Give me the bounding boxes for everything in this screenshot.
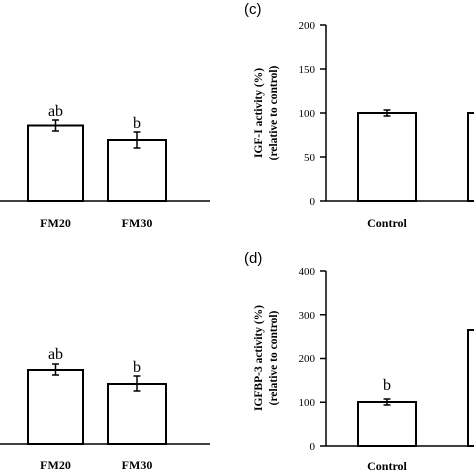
x-tick-label: FM30 bbox=[122, 216, 153, 230]
y-tick-label: 150 bbox=[299, 64, 316, 76]
significance-label: b bbox=[133, 115, 141, 132]
x-tick-label: FM20 bbox=[40, 216, 71, 230]
y-tick-label: 0 bbox=[310, 196, 316, 208]
bar-partial-top bbox=[467, 112, 474, 202]
y-tick-label: 50 bbox=[304, 152, 316, 164]
bar-control-top bbox=[357, 112, 417, 202]
bar-control-bottom bbox=[357, 401, 417, 447]
bar-fm20-bottom bbox=[27, 369, 84, 445]
y-tick-label: 0 bbox=[310, 441, 316, 453]
bar-fm30-bottom bbox=[107, 383, 167, 445]
significance-label: b bbox=[383, 377, 391, 394]
y-tick-label: 100 bbox=[299, 108, 316, 120]
y-tick-label: 200 bbox=[299, 353, 316, 365]
y-tick-label: 100 bbox=[299, 397, 316, 409]
y-tick-label: 400 bbox=[299, 266, 316, 278]
y-ticks bbox=[320, 24, 326, 202]
error-bar bbox=[383, 398, 391, 406]
chart-panel-a: ab b FM20 FM30 bbox=[0, 103, 210, 230]
error-bar bbox=[52, 363, 59, 376]
y-axis-label-line2: (relative to control) bbox=[268, 310, 280, 405]
x-tick-label: FM30 bbox=[122, 458, 153, 472]
y-ticks bbox=[320, 270, 326, 447]
significance-label: ab bbox=[48, 346, 63, 363]
x-tick-label: Control bbox=[367, 459, 407, 473]
error-bar bbox=[133, 131, 141, 149]
y-axis-label-line2: (relative to control) bbox=[268, 65, 280, 160]
panel-label: (c) bbox=[244, 1, 262, 18]
chart-panel-d: (d) 400 300 200 100 0 b Control IGFBP-3 … bbox=[244, 250, 474, 473]
error-bar bbox=[383, 109, 391, 117]
x-tick-label: FM20 bbox=[40, 458, 71, 472]
chart-panel-b: ab b FM20 FM30 bbox=[0, 346, 210, 472]
bar-partial-bottom bbox=[467, 329, 474, 447]
bar-fm30-top bbox=[107, 139, 167, 202]
bar-fm20-top bbox=[27, 124, 84, 202]
x-tick-label: Control bbox=[367, 216, 407, 230]
error-bar bbox=[52, 119, 59, 132]
significance-label: ab bbox=[48, 103, 63, 120]
y-tick-label: 300 bbox=[299, 310, 316, 322]
chart-panel-c: (c) 200 150 100 50 0 Control IGF-I activ… bbox=[244, 1, 474, 230]
error-bar bbox=[133, 375, 141, 392]
y-axis-label: IGFBP-3 activity (%) bbox=[253, 305, 265, 411]
y-axis-label: IGF-I activity (%) bbox=[253, 68, 265, 158]
panel-label: (d) bbox=[244, 250, 262, 267]
y-tick-label: 200 bbox=[299, 20, 316, 32]
significance-label: b bbox=[133, 359, 141, 376]
